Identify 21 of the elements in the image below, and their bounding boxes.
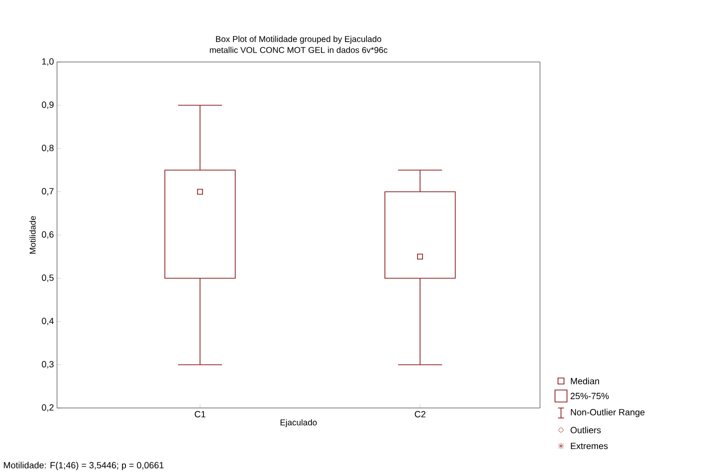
chart-title: Box Plot of Motilidade grouped by Ejaculado — [216, 36, 382, 44]
text: Extremes — [570, 442, 608, 450]
text: Motilidade: F(1;46) = 3,5446; p = 0,0661 — [4, 462, 164, 470]
text: 25%-75% — [570, 392, 609, 400]
y-tick-label: 0,4 — [42, 318, 54, 326]
y-tick-label: 1,0 — [42, 58, 54, 66]
y-axis-title: Motilidade — [29, 216, 36, 254]
x-tick-label: C1 — [194, 411, 206, 418]
y-tick-label: 0,6 — [42, 231, 54, 239]
y-tick-label: 0,3 — [42, 361, 54, 368]
y-tick-label: 0,2 — [42, 404, 54, 412]
y-tick-label: 0,5 — [42, 274, 54, 282]
text: Median — [570, 378, 600, 384]
y-tick-label: 0,7 — [42, 188, 54, 196]
y-tick-label: 0,8 — [42, 144, 54, 152]
x-tick-label: C2 — [414, 411, 426, 418]
y-tick-label: 0,9 — [42, 102, 54, 109]
text: Non-Outlier Range — [570, 408, 645, 418]
chart-subtitle: metallic VOL CONC MOT GEL in dados 6v*96c — [210, 46, 388, 53]
x-axis-title: Ejaculado — [280, 419, 317, 428]
text: Outliers — [570, 426, 601, 434]
